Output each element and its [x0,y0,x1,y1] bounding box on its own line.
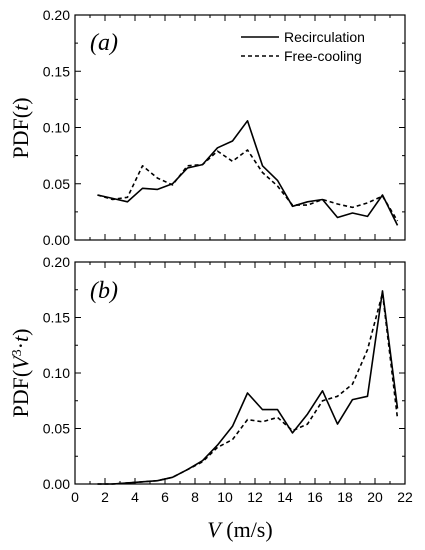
y-tick-label: 0.05 [43,421,70,437]
legend-label-recirculation: Recirculation [284,29,365,45]
y-tick-label: 0.10 [43,365,70,381]
x-tick-label: 2 [101,489,109,505]
series-line-recirculation-b [97,290,399,485]
y-tick-label: 0.20 [43,254,70,270]
y-tick-label: 0.15 [43,63,70,79]
panel-a-y-ticks: 0.00 0.05 0.10 0.15 0.20 [43,7,405,248]
panel-label-a: (a) [90,30,118,56]
legend: Recirculation Free-cooling [241,29,365,64]
panel-b-x-ticks: 0 2 4 6 8 10 12 14 16 18 20 22 [71,262,413,505]
x-tick-label: 6 [161,489,169,505]
series-line-free-cooling-b [97,292,399,485]
x-tick-label: 4 [131,489,139,505]
y-tick-label: 0.00 [43,232,70,248]
x-tick-label: 10 [217,489,233,505]
panel-label-b: (b) [90,278,118,304]
series-line-recirculation-a [97,120,399,226]
x-tick-label: 8 [191,489,199,505]
x-tick-label: 12 [247,489,263,505]
panel-a-series [97,120,399,226]
panel-b: 0.00 0.05 0.10 0.15 0.20 0 2 4 6 8 10 12 14 16 18 20 22… [8,254,413,542]
panel-b-frame [74,261,406,485]
legend-label-free-cooling: Free-cooling [284,48,362,64]
y-tick-label: 0.15 [43,310,70,326]
y-tick-label: 0.10 [43,120,70,136]
x-axis-title: V (m/s) [207,517,272,542]
y-tick-label: 0.20 [43,7,70,23]
x-tick-label: 14 [277,489,293,505]
panel-a: 0.00 0.05 0.10 0.15 0.20 Recirculation Free-… [8,7,406,248]
series-line-free-cooling-a [97,149,399,222]
x-tick-label: 0 [71,489,79,505]
y-tick-label: 0.05 [43,176,70,192]
x-tick-label: 18 [337,489,353,505]
y-axis-title-a: PDF(t) [8,97,33,158]
x-tick-label: 20 [367,489,383,505]
y-axis-title-b: PDF(V3·t) [8,329,33,418]
x-tick-label: 22 [397,489,413,505]
y-tick-label: 0.00 [43,476,70,492]
panel-a-x-ticks [74,15,406,240]
panel-b-y-ticks: 0.00 0.05 0.10 0.15 0.20 [43,254,405,492]
panel-b-series [97,290,399,485]
x-tick-label: 16 [307,489,323,505]
